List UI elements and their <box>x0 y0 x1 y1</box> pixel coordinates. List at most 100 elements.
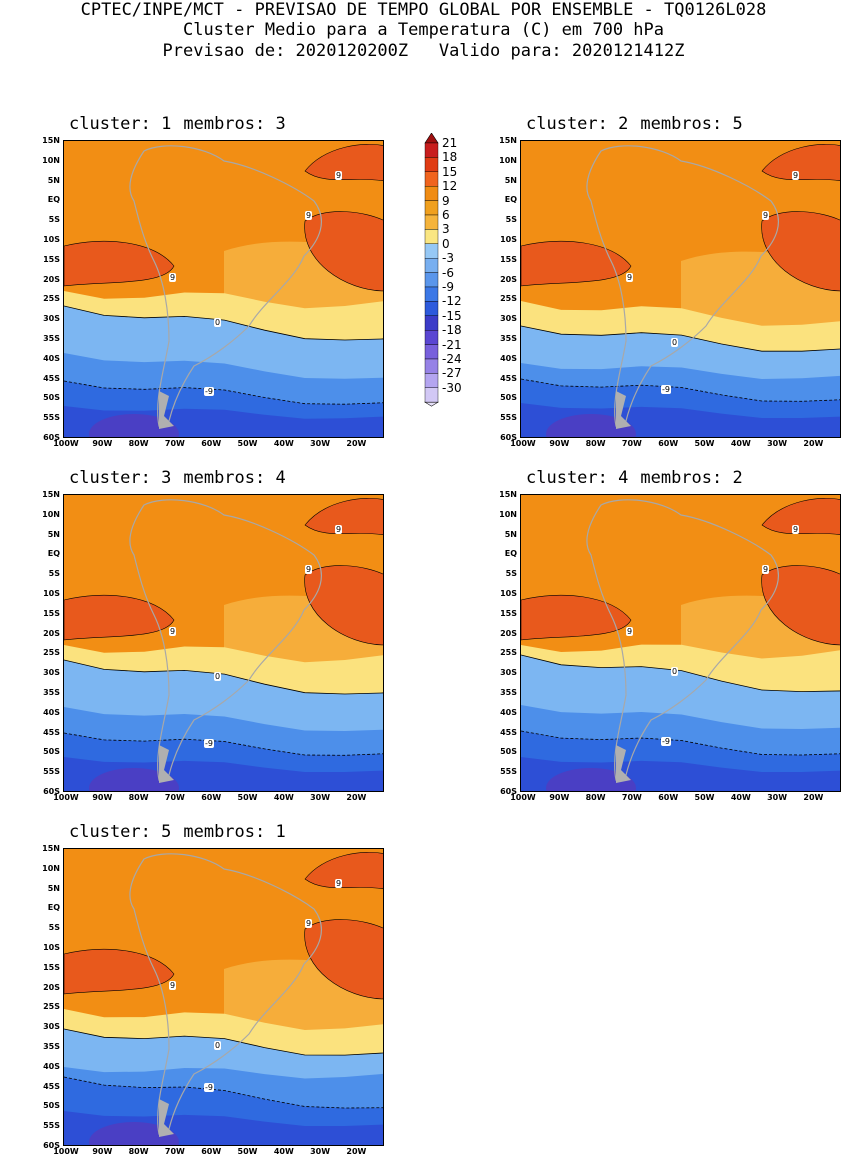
longitude-label: 100W <box>53 439 79 448</box>
contour-label: 9 <box>305 211 313 220</box>
latitude-label: 15N <box>499 136 517 145</box>
contour-label: -9 <box>204 739 214 748</box>
longitude-label: 40W <box>273 793 294 802</box>
latitude-label: 45S <box>43 373 60 383</box>
latitude-label: 30S <box>500 314 517 324</box>
latitude-label: EQ <box>47 195 60 205</box>
latitude-label: 20S <box>500 274 517 284</box>
map-area: 9 9 9 0 -9 <box>63 848 384 1146</box>
latitude-label: 15N <box>42 490 60 499</box>
longitude-label: 20W <box>346 1147 367 1156</box>
longitude-label: 80W <box>128 1147 149 1156</box>
contour-label: -9 <box>661 737 671 746</box>
longitude-label: 20W <box>803 439 824 448</box>
colorbar-label: 3 <box>442 222 450 237</box>
latitude-label: 5N <box>47 529 60 539</box>
longitude-label: 30W <box>310 793 331 802</box>
latitude-label: 5N <box>504 529 517 539</box>
longitude-label: 100W <box>53 1147 79 1156</box>
latitude-label: 15N <box>42 844 60 853</box>
contour-label: -9 <box>661 385 671 394</box>
colorbar-label: -24 <box>442 352 462 366</box>
longitude-label: 20W <box>346 793 367 802</box>
colorbar-label: 6 <box>442 208 450 222</box>
panel-cluster-label: cluster: 2 <box>526 114 629 134</box>
longitude-label: 50W <box>694 793 715 802</box>
map-area: 9 9 9 0 -9 <box>520 140 841 438</box>
latitude-label: 35S <box>500 334 517 343</box>
colorbar-label: 12 <box>442 179 458 194</box>
contour-label: -9 <box>204 387 214 396</box>
colorbar-label: -12 <box>442 294 462 309</box>
colorbar-label: -9 <box>442 280 454 294</box>
latitude-label: 40S <box>43 353 60 363</box>
temperature-field <box>521 495 840 791</box>
colorbar-label: 9 <box>442 193 450 208</box>
latitude-label: EQ <box>504 549 517 559</box>
contour-label: -9 <box>204 1083 214 1092</box>
latitude-label: 60S <box>500 787 517 796</box>
latitude-label: 55S <box>43 767 60 777</box>
temperature-field <box>64 495 383 791</box>
contour-label: 0 <box>214 1041 222 1050</box>
longitude-label: 80W <box>128 439 149 448</box>
colorbar-label: -30 <box>442 380 462 395</box>
latitude-label: 55S <box>43 1121 60 1131</box>
longitude-label: 70W <box>621 439 642 448</box>
latitude-label: 25S <box>43 294 60 304</box>
latitude-label: 10N <box>499 509 517 519</box>
latitude-label: 10N <box>42 509 60 519</box>
latitude-label: 20S <box>43 628 60 638</box>
map-area: 9 9 9 0 -9 <box>520 494 841 792</box>
longitude-label: 30W <box>310 439 331 448</box>
latitude-label: 5S <box>505 569 517 579</box>
longitude-label: 40W <box>273 1147 294 1156</box>
colorbar-label: 0 <box>442 236 450 251</box>
latitude-label: 40S <box>43 707 60 717</box>
colorbar-label: 18 <box>442 150 458 165</box>
longitude-label: 90W <box>92 1147 113 1156</box>
latitude-label: 40S <box>500 353 517 363</box>
header-line2: Cluster Medio para a Temperatura (C) em … <box>182 20 665 40</box>
latitude-label: 10N <box>42 863 60 873</box>
latitude-label: 55S <box>500 767 517 777</box>
contour-label: 0 <box>671 667 679 676</box>
contour-label: 0 <box>214 672 222 681</box>
panel-cluster-label: cluster: 1 <box>69 114 172 134</box>
longitude-label: 40W <box>730 793 751 802</box>
panel-cluster-label: cluster: 5 <box>69 822 172 842</box>
latitude-label: 30S <box>43 314 60 324</box>
latitude-label: 25S <box>500 648 517 658</box>
contour-label: 9 <box>169 627 177 636</box>
colorbar-legend: 21 18 15 12 9 6 3 0 -3 -6 -9 -12 -15 -18 -21 -24 -27 -30 <box>423 132 462 425</box>
latitude-label: 40S <box>43 1061 60 1071</box>
longitude-label: 90W <box>549 793 570 802</box>
latitude-label: 15N <box>42 136 60 145</box>
longitude-label: 70W <box>164 439 185 448</box>
latitude-label: 10S <box>43 589 60 598</box>
longitude-label: 50W <box>237 439 258 448</box>
colorbar-label: 15 <box>442 164 458 179</box>
panel-members-label: membros: 2 <box>640 468 743 488</box>
latitude-label: 30S <box>43 668 60 678</box>
contour-label: 0 <box>671 338 679 347</box>
latitude-label: 35S <box>43 1042 60 1051</box>
longitude-label: 100W <box>510 439 536 448</box>
latitude-label: 45S <box>43 1081 60 1091</box>
latitude-label: 15S <box>43 254 60 264</box>
longitude-label: 60W <box>201 439 222 448</box>
colorbar-label: -21 <box>442 337 462 352</box>
longitude-label: 100W <box>53 793 79 802</box>
latitude-label: 60S <box>43 787 60 796</box>
contour-label: 9 <box>626 627 634 636</box>
panel-members-label: membros: 5 <box>640 114 743 134</box>
colorbar-label: -15 <box>442 308 462 323</box>
contour-label: 9 <box>305 919 313 928</box>
contour-label: 9 <box>792 171 800 180</box>
longitude-label: 50W <box>694 439 715 448</box>
latitude-label: 5S <box>48 215 60 225</box>
header-line3: Previsao de: 2020120200Z Valido para: 20… <box>162 41 685 61</box>
latitude-label: 5S <box>48 923 60 933</box>
contour-label: 9 <box>626 273 634 282</box>
latitude-label: 55S <box>500 413 517 423</box>
